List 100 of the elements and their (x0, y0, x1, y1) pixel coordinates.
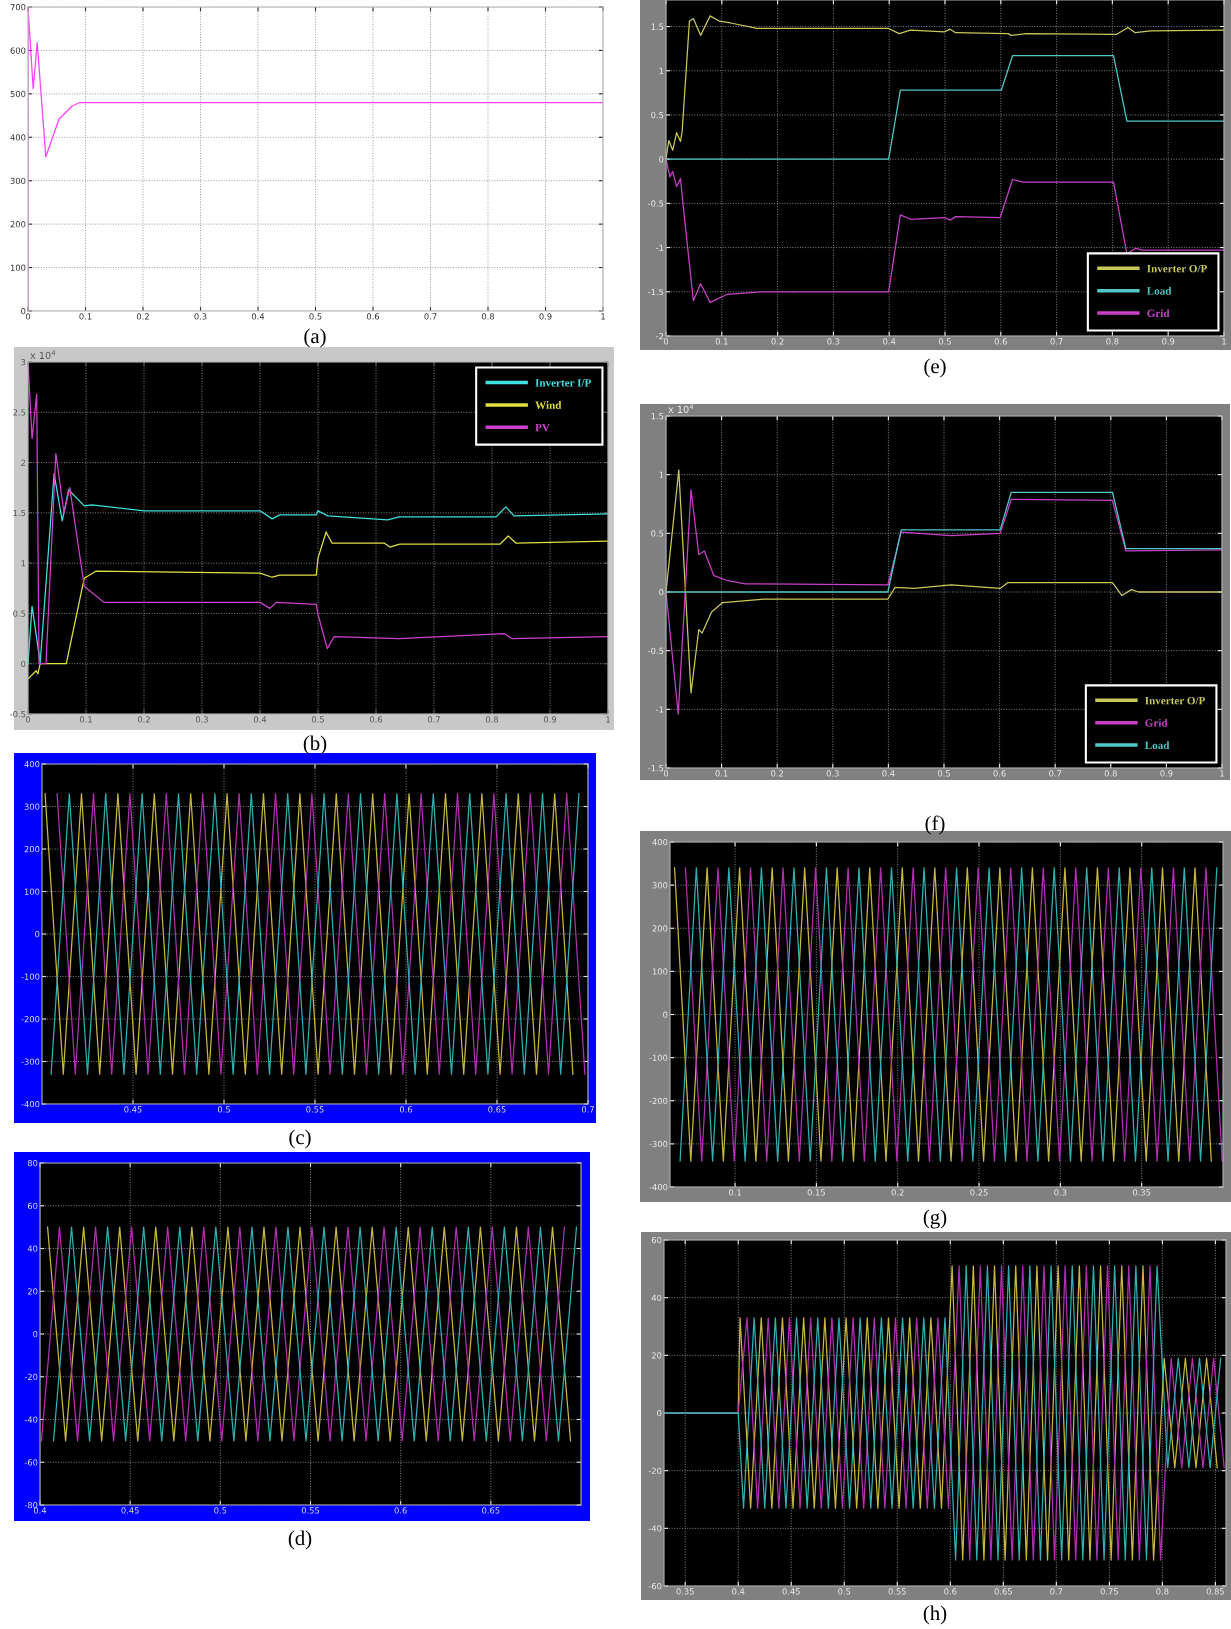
x-tick-label: 0.7 (427, 716, 440, 723)
y-tick-label: 0.5 (13, 610, 26, 617)
x-tick-label: 0.45 (121, 1507, 139, 1514)
y-tick-label: -100 (649, 1054, 668, 1061)
y-tick-label: 0 (657, 1409, 662, 1417)
x-tick-label: 0.9 (539, 313, 552, 320)
y-tick-label: 0 (21, 660, 26, 667)
y-tick-label: 0.5 (651, 111, 664, 119)
x-tick-label: 0.6 (399, 1106, 413, 1113)
x-tick-label: 0.7 (1049, 770, 1062, 777)
y-tick-label: 1.5 (13, 509, 26, 517)
text: x 10$^{4}$ (30, 350, 56, 360)
y-tick-label: 300 (24, 803, 40, 810)
x-tick-label: 0.3 (195, 716, 208, 723)
y-tick-label: 200 (24, 845, 40, 853)
y-tick-label: 60 (27, 1202, 38, 1210)
x-tick-label: 0.3 (194, 313, 207, 320)
x-tick-label: 1 (1222, 338, 1226, 345)
text: (e) (924, 358, 946, 378)
x-tick-label: 0.6 (394, 1507, 407, 1514)
x-tick-label: 0.55 (888, 1588, 906, 1595)
x-tick-label: 0.65 (482, 1507, 500, 1514)
y-tick-label: 100 (652, 968, 668, 975)
x-tick-label: 0.8 (1104, 770, 1117, 777)
x-tick-label: 0.6 (993, 770, 1006, 777)
y-tick-label: 300 (652, 882, 668, 889)
y-tick-label: 60 (651, 1236, 662, 1244)
legend-label: Load (1146, 286, 1172, 295)
y-tick-label: -0.5 (648, 647, 664, 654)
y-tick-label: 400 (24, 760, 40, 768)
y-tick-label: -300 (21, 1058, 40, 1065)
x-tick-label: 0.8 (1106, 338, 1119, 345)
x-tick-label: 0.4 (33, 1507, 47, 1514)
y-tick-label: 1 (659, 67, 664, 74)
y-tick-label: 40 (651, 1294, 662, 1301)
x-tick-label: 0.6 (944, 1588, 957, 1595)
x-tick-label: 0.1 (79, 313, 92, 320)
x-tick-label: 0.9 (1162, 338, 1175, 345)
x-tick-label: 0.15 (807, 1189, 825, 1196)
x-tick-label: 0.35 (676, 1588, 694, 1595)
y-tick-label: 1 (21, 560, 26, 567)
x-tick-label: 0.4 (883, 338, 896, 345)
y-tick-label: 0 (659, 156, 664, 163)
x-tick-label: 0.6 (366, 313, 380, 320)
text: (c) (289, 1129, 311, 1149)
x-tick-label: 0.8 (481, 313, 495, 320)
legend-label: Inverter O/P (1147, 264, 1208, 273)
y-tick-label: -60 (24, 1459, 38, 1466)
x-tick-label: 0.65 (488, 1106, 506, 1113)
x-tick-label: 0.55 (306, 1106, 324, 1113)
y-tick-label: -20 (648, 1467, 662, 1474)
x-tick-label: 0.4 (253, 716, 267, 723)
y-tick-label: 400 (10, 134, 26, 141)
x-tick-label: 0.2 (891, 1189, 904, 1196)
x-tick-label: 0.6 (994, 338, 1007, 345)
x-tick-label: 0.2 (137, 716, 150, 723)
x-tick-label: 0.9 (1160, 770, 1173, 777)
y-tick-label: -20 (24, 1373, 38, 1381)
y-tick-label: -2 (656, 332, 664, 340)
legend-label: Grid (1145, 718, 1168, 727)
y-tick-label: 1.5 (651, 23, 664, 30)
x-tick-label: 0.45 (124, 1106, 142, 1113)
y-tick-label: -60 (648, 1582, 662, 1590)
x-tick-label: 0.4 (732, 1588, 745, 1595)
y-tick-label: -1 (656, 706, 664, 713)
x-tick-label: 0.55 (301, 1507, 320, 1514)
y-tick-label: 40 (27, 1245, 38, 1252)
y-tick-label: -1 (656, 244, 664, 251)
y-tick-label: 300 (10, 177, 26, 184)
y-tick-label: -200 (21, 1015, 40, 1023)
legend-label: PV (535, 423, 550, 432)
y-tick-label: 2.5 (13, 409, 26, 416)
text: (a) (304, 328, 326, 348)
y-tick-label: 0 (33, 1330, 38, 1338)
legend-label: Wind (535, 401, 562, 409)
y-tick-label: -100 (21, 973, 40, 980)
x-tick-label: 0.6 (369, 716, 383, 723)
x-tick-label: 0.3 (1054, 1189, 1067, 1196)
legend-label: Grid (1147, 309, 1170, 318)
y-tick-label: -80 (24, 1501, 38, 1509)
y-tick-label: 0 (659, 588, 664, 596)
text: x 10$^{4}$ (668, 404, 694, 414)
y-tick-label: 200 (652, 925, 668, 932)
x-tick-label: 0.7 (581, 1106, 594, 1113)
y-tick-label: -300 (649, 1140, 668, 1148)
y-tick-label: 100 (10, 264, 26, 271)
y-tick-label: -1.5 (648, 765, 664, 772)
x-tick-label: 0.7 (1050, 1588, 1063, 1595)
x-tick-label: 1 (606, 716, 610, 723)
x-tick-label: 0.5 (309, 313, 322, 320)
y-tick-label: 2 (21, 459, 26, 466)
y-tick-label: 700 (10, 3, 26, 11)
legend-label: Load (1144, 741, 1170, 750)
x-tick-label: 1 (601, 313, 605, 320)
y-tick-label: -0.5 (10, 710, 26, 718)
x-tick-label: 0.2 (771, 338, 784, 345)
y-tick-label: 100 (24, 888, 40, 895)
y-tick-label: 1 (659, 471, 664, 478)
text: (g) (923, 1209, 947, 1229)
x-tick-label: 0.65 (994, 1588, 1012, 1595)
